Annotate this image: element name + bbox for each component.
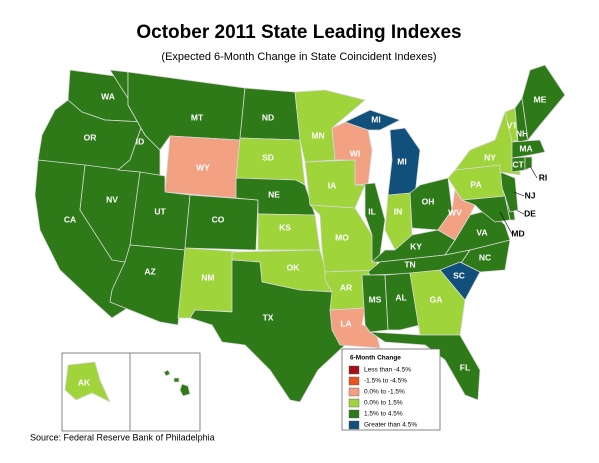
legend-swatch [348, 365, 360, 375]
state-label: AK [78, 377, 91, 387]
source: Source: Federal Reserve Bank of Philadel… [30, 432, 215, 442]
state-shape [173, 377, 180, 383]
state-label: TN [404, 259, 415, 269]
state-label: NY [484, 152, 496, 162]
states: WA OR CA NV ID MT WY UT CO AZ NM ND SD NE KS OK TX MN IA MO… [34, 64, 566, 403]
state-shape [64, 361, 111, 403]
state-label: WA [101, 91, 115, 101]
state-label: ME [534, 94, 547, 104]
legend-swatch [348, 409, 360, 419]
legend-swatch [348, 398, 360, 408]
state-label: AZ [144, 266, 155, 276]
state-shape [179, 383, 191, 397]
state-label: OH [422, 196, 435, 206]
state-label: NE [268, 189, 280, 199]
legend-label: 0.0% to -1.5% [364, 389, 405, 396]
state-label: VA [476, 227, 487, 237]
legend-label: Greater than 4.5% [364, 422, 417, 429]
state-label: CT [512, 159, 524, 169]
state-label: NJ [525, 190, 536, 200]
legend: 6-Month Change Less than -4.5% -1.5% to -… [341, 348, 441, 431]
state-label: OR [84, 132, 97, 142]
state-label: GA [430, 294, 443, 304]
legend-swatch [348, 387, 360, 397]
state-label: SC [453, 270, 465, 280]
state-label: WY [196, 162, 210, 172]
state-label: MA [519, 143, 532, 153]
state-label: UT [154, 206, 166, 216]
state-shape [163, 369, 171, 377]
state-label: MI [371, 114, 380, 124]
state-label: KS [279, 222, 291, 232]
state-label: MI [397, 156, 406, 166]
state-shape [369, 331, 481, 401]
state-label: IL [368, 206, 376, 216]
state-label: FL [460, 362, 470, 372]
state-shape [384, 272, 421, 331]
state-label: HI [148, 389, 157, 399]
state-label: CA [64, 214, 76, 224]
legend-title: 6-Month Change [350, 355, 401, 362]
state-label: LA [340, 318, 351, 328]
title: October 2011 State Leading Indexes [136, 22, 461, 43]
state-shape [189, 259, 346, 403]
state-label: VT [507, 120, 519, 130]
state-label: NV [106, 194, 118, 204]
state-label: WI [350, 148, 360, 158]
legend-swatch [348, 420, 360, 430]
state-label: NC [479, 252, 491, 262]
insets: AK HI [64, 361, 191, 403]
state-shape [521, 64, 566, 141]
state-label: ID [136, 136, 145, 146]
state-label: NM [201, 272, 214, 282]
legend-label: 1.5% to 4.5% [364, 411, 403, 418]
state-label: KY [410, 241, 422, 251]
state-label: RI [539, 172, 548, 182]
state-label: IA [328, 180, 337, 190]
state-label: TX [263, 312, 274, 322]
state-label: AL [395, 292, 406, 302]
legend-label: -1.5% to -4.5% [364, 378, 407, 385]
state-label: WV [448, 207, 462, 217]
state-label: MO [335, 232, 349, 242]
state-label: MS [369, 294, 382, 304]
state-label: MD [511, 228, 524, 238]
state-label: NH [516, 128, 528, 138]
state-label: MN [311, 130, 324, 140]
state-label: DE [524, 208, 536, 218]
legend-swatch [348, 376, 360, 386]
state-label: OK [287, 262, 301, 272]
state-label: PA [470, 179, 481, 189]
state-label: CO [212, 214, 225, 224]
state-label: MT [191, 112, 204, 122]
legend-label: 0.0% to 1.5% [364, 400, 403, 407]
state-shape [511, 139, 546, 159]
subtitle: (Expected 6-Month Change in State Coinci… [161, 51, 436, 63]
state-label: AR [340, 282, 352, 292]
state-shape [184, 194, 259, 251]
legend-label: Less than -4.5% [364, 367, 411, 374]
state-shape [409, 269, 466, 336]
leader-line [529, 165, 538, 179]
state-label: SD [262, 152, 274, 162]
state-shape [361, 274, 389, 333]
state-label: IN [394, 206, 403, 216]
leader-line [513, 191, 525, 197]
state-shape [439, 261, 481, 301]
leader-line [499, 211, 513, 235]
state-shape [344, 109, 401, 131]
state-label: ND [262, 112, 274, 122]
